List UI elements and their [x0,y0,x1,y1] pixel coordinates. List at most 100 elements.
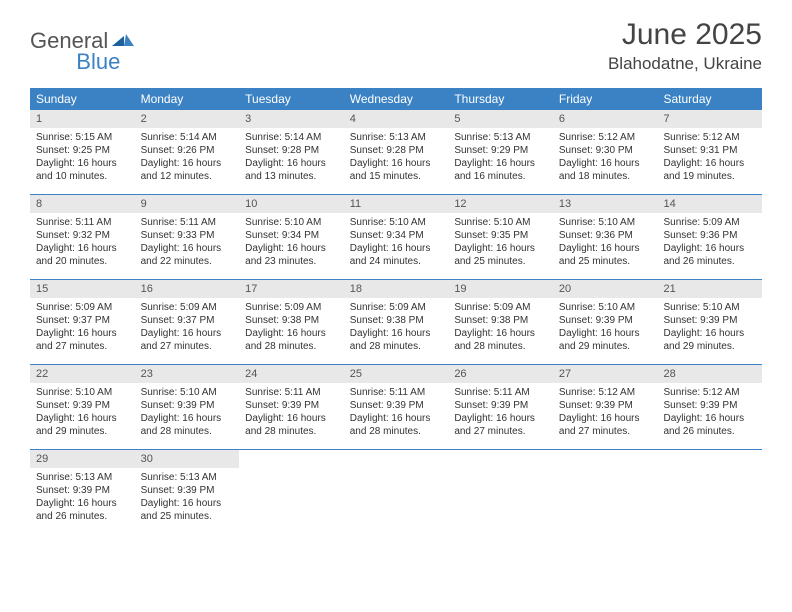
week-row: 8Sunrise: 5:11 AMSunset: 9:32 PMDaylight… [30,194,762,279]
day-header-row: Sunday Monday Tuesday Wednesday Thursday… [30,88,762,110]
daylight-line-1: Daylight: 16 hours [141,497,234,510]
day-content: Sunrise: 5:12 AMSunset: 9:39 PMDaylight:… [553,383,658,444]
daylight-line-1: Daylight: 16 hours [559,242,652,255]
sunrise-line: Sunrise: 5:10 AM [245,216,338,229]
day-header-tuesday: Tuesday [239,88,344,110]
day-cell: 9Sunrise: 5:11 AMSunset: 9:33 PMDaylight… [135,195,240,279]
daylight-line-2: and 25 minutes. [454,255,547,268]
daylight-line-1: Daylight: 16 hours [559,327,652,340]
day-content: Sunrise: 5:10 AMSunset: 9:39 PMDaylight:… [135,383,240,444]
daylight-line-2: and 27 minutes. [454,425,547,438]
day-content: Sunrise: 5:11 AMSunset: 9:39 PMDaylight:… [344,383,449,444]
sunset-line: Sunset: 9:36 PM [559,229,652,242]
day-number: 23 [135,365,240,383]
day-header-thursday: Thursday [448,88,553,110]
day-number: 21 [657,280,762,298]
sunset-line: Sunset: 9:30 PM [559,144,652,157]
daylight-line-1: Daylight: 16 hours [141,242,234,255]
sunset-line: Sunset: 9:34 PM [350,229,443,242]
daylight-line-2: and 16 minutes. [454,170,547,183]
day-number: 20 [553,280,658,298]
day-content: Sunrise: 5:13 AMSunset: 9:29 PMDaylight:… [448,128,553,189]
daylight-line-1: Daylight: 16 hours [36,242,129,255]
sunset-line: Sunset: 9:38 PM [350,314,443,327]
weeks-container: 1Sunrise: 5:15 AMSunset: 9:25 PMDaylight… [30,110,762,534]
sunrise-line: Sunrise: 5:11 AM [245,386,338,399]
daylight-line-2: and 29 minutes. [36,425,129,438]
week-row: 29Sunrise: 5:13 AMSunset: 9:39 PMDayligh… [30,449,762,534]
day-number: 29 [30,450,135,468]
title-block: June 2025 Blahodatne, Ukraine [608,18,762,74]
sunset-line: Sunset: 9:39 PM [663,399,756,412]
daylight-line-1: Daylight: 16 hours [36,497,129,510]
daylight-line-2: and 27 minutes. [559,425,652,438]
daylight-line-2: and 15 minutes. [350,170,443,183]
day-number: 24 [239,365,344,383]
day-content: Sunrise: 5:10 AMSunset: 9:39 PMDaylight:… [30,383,135,444]
sunset-line: Sunset: 9:39 PM [559,314,652,327]
daylight-line-1: Daylight: 16 hours [36,327,129,340]
daylight-line-1: Daylight: 16 hours [36,412,129,425]
day-header-sunday: Sunday [30,88,135,110]
daylight-line-2: and 10 minutes. [36,170,129,183]
calendar: Sunday Monday Tuesday Wednesday Thursday… [30,88,762,534]
day-cell [344,450,449,534]
day-number: 18 [344,280,449,298]
day-cell: 10Sunrise: 5:10 AMSunset: 9:34 PMDayligh… [239,195,344,279]
daylight-line-2: and 28 minutes. [245,340,338,353]
day-content: Sunrise: 5:10 AMSunset: 9:35 PMDaylight:… [448,213,553,274]
daylight-line-2: and 28 minutes. [245,425,338,438]
day-cell [239,450,344,534]
sunrise-line: Sunrise: 5:14 AM [245,131,338,144]
day-header-monday: Monday [135,88,240,110]
daylight-line-1: Daylight: 16 hours [454,327,547,340]
brand-blue: Blue [76,49,120,75]
sunset-line: Sunset: 9:35 PM [454,229,547,242]
sunset-line: Sunset: 9:29 PM [454,144,547,157]
daylight-line-1: Daylight: 16 hours [454,412,547,425]
day-cell: 4Sunrise: 5:13 AMSunset: 9:28 PMDaylight… [344,110,449,194]
day-number: 12 [448,195,553,213]
day-number: 17 [239,280,344,298]
day-number: 27 [553,365,658,383]
day-cell: 20Sunrise: 5:10 AMSunset: 9:39 PMDayligh… [553,280,658,364]
sunrise-line: Sunrise: 5:10 AM [141,386,234,399]
day-content: Sunrise: 5:10 AMSunset: 9:34 PMDaylight:… [239,213,344,274]
daylight-line-2: and 12 minutes. [141,170,234,183]
daylight-line-2: and 18 minutes. [559,170,652,183]
day-number: 13 [553,195,658,213]
day-cell: 28Sunrise: 5:12 AMSunset: 9:39 PMDayligh… [657,365,762,449]
daylight-line-2: and 27 minutes. [36,340,129,353]
day-cell: 26Sunrise: 5:11 AMSunset: 9:39 PMDayligh… [448,365,553,449]
sunset-line: Sunset: 9:39 PM [559,399,652,412]
sunset-line: Sunset: 9:38 PM [245,314,338,327]
brand-mark-icon [112,30,134,46]
day-number: 6 [553,110,658,128]
sunset-line: Sunset: 9:39 PM [141,399,234,412]
daylight-line-2: and 26 minutes. [663,255,756,268]
day-content: Sunrise: 5:09 AMSunset: 9:38 PMDaylight:… [239,298,344,359]
day-cell: 25Sunrise: 5:11 AMSunset: 9:39 PMDayligh… [344,365,449,449]
daylight-line-1: Daylight: 16 hours [245,157,338,170]
header: General Blue June 2025 Blahodatne, Ukrai… [0,0,792,82]
daylight-line-1: Daylight: 16 hours [663,157,756,170]
day-cell: 23Sunrise: 5:10 AMSunset: 9:39 PMDayligh… [135,365,240,449]
sunrise-line: Sunrise: 5:09 AM [245,301,338,314]
day-cell: 17Sunrise: 5:09 AMSunset: 9:38 PMDayligh… [239,280,344,364]
sunrise-line: Sunrise: 5:10 AM [559,216,652,229]
sunset-line: Sunset: 9:31 PM [663,144,756,157]
day-number: 9 [135,195,240,213]
day-cell: 24Sunrise: 5:11 AMSunset: 9:39 PMDayligh… [239,365,344,449]
day-content: Sunrise: 5:09 AMSunset: 9:38 PMDaylight:… [448,298,553,359]
sunset-line: Sunset: 9:39 PM [36,399,129,412]
daylight-line-2: and 22 minutes. [141,255,234,268]
daylight-line-2: and 25 minutes. [559,255,652,268]
sunset-line: Sunset: 9:39 PM [141,484,234,497]
day-number: 8 [30,195,135,213]
sunset-line: Sunset: 9:37 PM [141,314,234,327]
day-cell: 6Sunrise: 5:12 AMSunset: 9:30 PMDaylight… [553,110,658,194]
week-row: 1Sunrise: 5:15 AMSunset: 9:25 PMDaylight… [30,110,762,194]
day-content: Sunrise: 5:10 AMSunset: 9:39 PMDaylight:… [657,298,762,359]
daylight-line-2: and 26 minutes. [663,425,756,438]
day-cell [448,450,553,534]
